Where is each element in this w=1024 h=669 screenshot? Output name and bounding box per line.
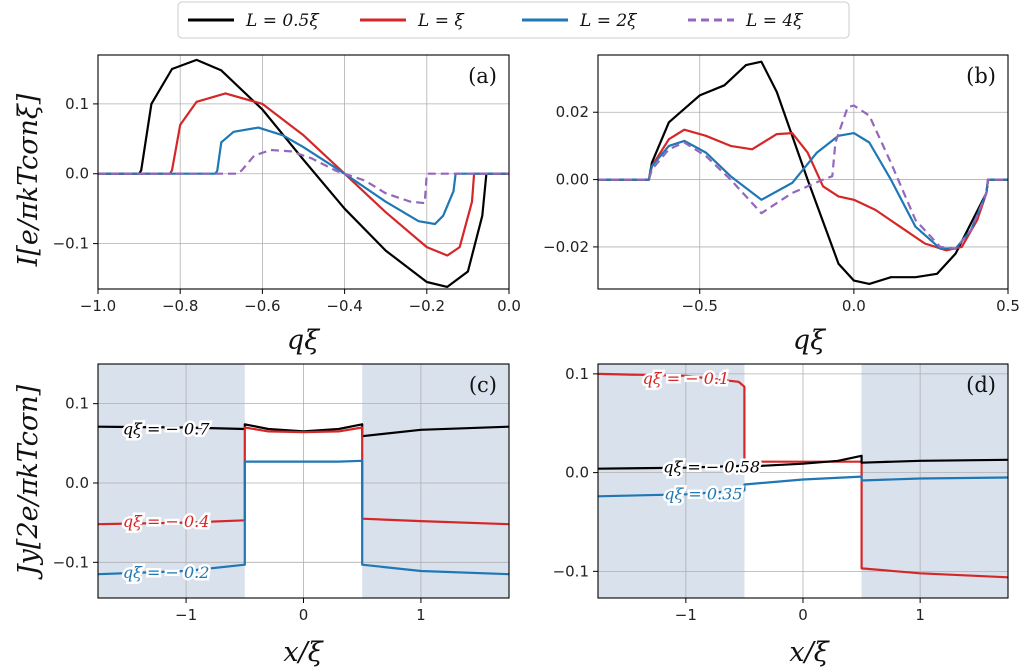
ylabel-bottom: Jy[2e/πkTcσn]: [13, 384, 44, 580]
series-line-0: [98, 58, 509, 288]
shaded-region-1: [861, 364, 1008, 598]
xtick-label-1: 0: [798, 606, 808, 624]
legend-label-0: L = 0.5ξ: [245, 11, 320, 31]
series-line-1: [98, 92, 509, 257]
series-line-1: [98, 426, 509, 526]
annotation-2: qξ = 0.35: [664, 484, 742, 503]
shaded-region-1: [362, 364, 509, 598]
series-group: [98, 58, 509, 288]
legend: L = 0.5ξ L = ξ L = 2ξ L = 4ξ: [177, 1, 850, 39]
legend-label-2: L = 2ξ: [579, 11, 638, 31]
ytick-label-1: 0.0: [65, 474, 89, 492]
panel-label: (b): [966, 64, 996, 88]
xtick-label-2: 0.5: [996, 297, 1020, 315]
ytick-label-0: −0.02: [543, 238, 589, 256]
ytick-label-2: 0.1: [565, 365, 589, 383]
panel-c: qξ = − 0.7 qξ = − 0.4 qξ = − 0.2 −1 0 1 −0.1 0.…: [53, 363, 510, 624]
xtick-label-1: 0: [299, 606, 309, 624]
shaded-region-0: [98, 364, 245, 598]
series-line-0: [598, 60, 1008, 285]
series-line-2: [98, 126, 509, 226]
shaded-region-0: [598, 364, 745, 598]
panel-label: (d): [966, 373, 996, 397]
ytick-label-1: 0.0: [65, 165, 89, 183]
xtick-label-1: 0.0: [842, 297, 866, 315]
ytick-label-1: 0.00: [556, 171, 589, 189]
panel-d: qξ = − 0.1 qξ = − 0.58 qξ = 0.35 −1 0 1 −0.1 0.…: [553, 363, 1009, 624]
xtick-label-3: −0.4: [326, 297, 362, 315]
series-group: [98, 423, 509, 576]
xtick-label-2: 1: [416, 606, 426, 624]
xtick-label-0: −1: [175, 606, 197, 624]
series-line-3: [98, 148, 509, 205]
xlabel-c: x/ξ: [283, 637, 323, 668]
series-line-2: [598, 132, 1008, 250]
ytick-label-0: −0.1: [53, 553, 89, 571]
ytick-label-0: −0.1: [53, 235, 89, 253]
ytick-label-2: 0.1: [65, 395, 89, 413]
annotation-2: qξ = − 0.2: [123, 563, 210, 582]
xtick-label-0: −1: [675, 606, 697, 624]
series-line-3: [598, 104, 1008, 250]
series-line-1: [598, 128, 1008, 252]
xtick-label-1: −0.8: [162, 297, 198, 315]
xtick-label-0: −0.5: [682, 297, 718, 315]
axes-frame: [597, 54, 1009, 290]
series-line-1: [598, 454, 1008, 470]
ytick-label-0: −0.1: [553, 562, 589, 580]
legend-label-3: L = 4ξ: [745, 11, 804, 31]
xtick-label-0: −1.0: [80, 297, 116, 315]
panel-label: (c): [469, 373, 497, 397]
series-group: [598, 60, 1008, 285]
panel-label: (a): [468, 64, 497, 88]
axes-frame: [97, 54, 510, 290]
annotation-0: qξ = − 0.7: [123, 419, 210, 438]
xlabel-d: x/ξ: [789, 637, 829, 668]
legend-label-1: L = ξ: [417, 11, 465, 31]
series-line-2: [98, 459, 509, 576]
series-line-2: [598, 475, 1008, 498]
ytick-label-2: 0.02: [556, 103, 589, 121]
ylabel-top: I[e/πkTcσnξ]: [13, 93, 44, 267]
series-line-0: [598, 372, 1008, 579]
series-group: [598, 372, 1008, 579]
xtick-label-5: 0.0: [497, 297, 521, 315]
panel-a: −1.0 −0.8 −0.6 −0.4 −0.2 0.0 −0.1 0.0 0.1 (a): [53, 54, 521, 315]
xtick-label-2: 1: [915, 606, 925, 624]
legend-frame: [177, 1, 850, 39]
xtick-label-4: −0.2: [409, 297, 445, 315]
ytick-label-1: 0.0: [565, 464, 589, 482]
xlabel-a: qξ: [287, 325, 320, 356]
annotation-0: qξ = − 0.1: [643, 369, 730, 388]
panel-b: −0.5 0.0 0.5 −0.02 0.00 0.02 (b): [543, 54, 1020, 315]
annotation-1: qξ = − 0.58: [663, 458, 760, 477]
xlabel-b: qξ: [793, 325, 826, 356]
annotation-1: qξ = − 0.4: [123, 512, 210, 531]
xtick-label-2: −0.6: [244, 297, 280, 315]
ytick-label-2: 0.1: [65, 95, 89, 113]
